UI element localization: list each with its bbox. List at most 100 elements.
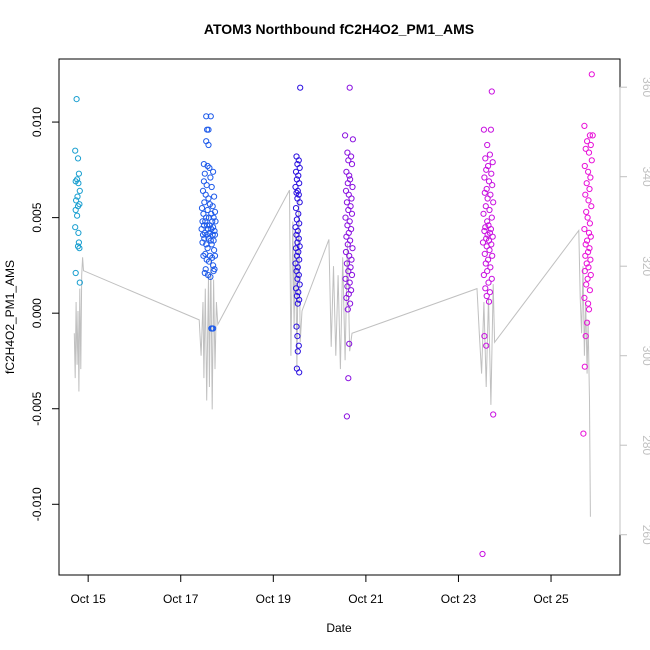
- data-point: [581, 122, 588, 130]
- data-point: [342, 248, 350, 256]
- data-point: [582, 191, 589, 198]
- data-point: [348, 195, 355, 202]
- data-point: [201, 229, 208, 236]
- data-point: [75, 239, 83, 246]
- data-point: [210, 168, 217, 175]
- data-point: [585, 300, 592, 307]
- data-point: [212, 218, 219, 225]
- data-point: [485, 298, 493, 305]
- data-point: [72, 147, 79, 154]
- data-point: [583, 208, 590, 215]
- data-point: [587, 174, 594, 181]
- data-point: [489, 159, 496, 166]
- y-tick-label: -0.005: [30, 391, 44, 425]
- data-point: [211, 193, 218, 200]
- data-point: [201, 199, 208, 206]
- data-point: [205, 195, 212, 202]
- data-point: [295, 157, 302, 164]
- data-point: [583, 281, 590, 288]
- data-point: [481, 250, 488, 257]
- data-point: [483, 342, 490, 349]
- data-point: [202, 266, 209, 273]
- data-point: [343, 199, 350, 206]
- data-point: [207, 113, 214, 120]
- data-point: [295, 235, 302, 242]
- data-point: [296, 281, 303, 288]
- data-point: [199, 231, 207, 238]
- data-point: [296, 220, 303, 227]
- data-point: [346, 172, 353, 179]
- data-point: [344, 149, 351, 156]
- data-point: [345, 206, 352, 214]
- data-point: [587, 271, 594, 279]
- data-point: [206, 164, 213, 171]
- x-tick-label: Oct 17: [163, 592, 199, 606]
- data-point: [76, 245, 83, 252]
- data-point: [210, 262, 217, 269]
- secondary-line-layer: [73, 189, 591, 517]
- chart-title: ATOM3 Northbound fC2H4O2_PM1_AMS: [204, 21, 474, 37]
- x-axis-label: Date: [326, 621, 352, 635]
- data-point: [489, 252, 496, 259]
- y-axis-label: fC2H4O2_PM1_AMS: [3, 260, 17, 374]
- data-point: [581, 226, 588, 233]
- data-point: [205, 258, 213, 265]
- data-point: [480, 271, 487, 279]
- data-point: [75, 170, 83, 177]
- data-point: [348, 210, 356, 217]
- data-point: [296, 180, 303, 187]
- y2-tick-label: 260: [640, 525, 650, 545]
- x-tick-label: Oct 23: [441, 592, 477, 606]
- data-point: [344, 306, 351, 313]
- data-point: [582, 252, 589, 259]
- data-point: [295, 248, 302, 256]
- y2-axis: 260 280 300 320 340 360: [619, 77, 650, 545]
- data-point: [204, 162, 211, 170]
- data-point: [347, 300, 354, 307]
- data-point: [345, 157, 352, 164]
- data-point: [205, 141, 212, 149]
- data-point: [486, 151, 493, 158]
- data-point: [296, 256, 303, 263]
- data-point: [586, 185, 593, 193]
- data-point: [294, 300, 301, 307]
- data-point: [199, 218, 206, 225]
- data-point: [585, 168, 592, 175]
- data-point: [487, 126, 494, 133]
- data-point: [198, 226, 205, 233]
- data-point: [343, 413, 350, 420]
- data-point: [207, 237, 214, 244]
- data-point: [582, 145, 589, 152]
- x-tick-label: Oct 15: [70, 592, 106, 606]
- data-point: [344, 180, 351, 187]
- data-point: [487, 226, 494, 233]
- data-point: [73, 197, 80, 204]
- x-axis: Oct 15 Oct 17 Oct 19 Oct 21 Oct 23 Oct 25: [70, 574, 569, 606]
- data-point: [76, 187, 83, 194]
- data-point: [343, 260, 350, 267]
- data-point: [484, 195, 491, 202]
- data-point: [485, 178, 493, 185]
- data-point: [482, 285, 489, 292]
- data-point: [294, 264, 301, 271]
- data-point: [349, 183, 356, 191]
- data-point: [488, 275, 495, 282]
- data-point: [74, 193, 81, 200]
- data-point: [484, 218, 491, 225]
- data-point: [72, 224, 79, 231]
- data-point: [297, 84, 304, 91]
- data-point: [481, 174, 488, 181]
- data-point: [585, 197, 592, 204]
- data-point: [209, 231, 216, 238]
- data-point: [74, 212, 81, 219]
- data-point: [343, 233, 350, 240]
- data-point: [204, 222, 211, 229]
- data-point: [348, 271, 356, 279]
- y2-tick-label: 300: [640, 346, 650, 366]
- data-point: [582, 333, 589, 340]
- data-point: [584, 214, 591, 221]
- data-point: [295, 172, 302, 179]
- secondary-series-line: [73, 189, 591, 517]
- data-point: [586, 132, 594, 139]
- data-point: [349, 245, 356, 252]
